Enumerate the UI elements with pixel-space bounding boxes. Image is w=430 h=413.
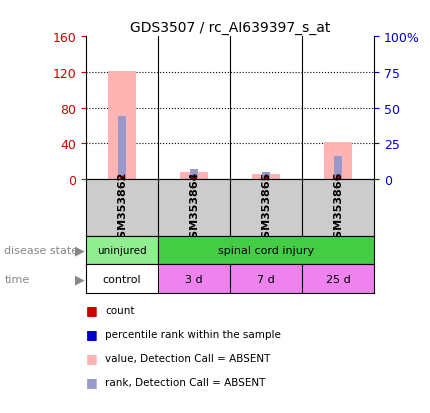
Bar [86, 236, 158, 265]
Text: ▶: ▶ [75, 244, 84, 257]
Text: percentile rank within the sample: percentile rank within the sample [105, 329, 281, 339]
Title: GDS3507 / rc_AI639397_s_at: GDS3507 / rc_AI639397_s_at [130, 21, 330, 35]
Text: ■: ■ [86, 375, 98, 388]
Text: rank, Detection Call = ABSENT: rank, Detection Call = ABSENT [105, 377, 266, 387]
Text: ▶: ▶ [75, 273, 84, 285]
Text: 25 d: 25 d [326, 274, 350, 284]
Text: time: time [4, 274, 30, 284]
Text: GSM353866: GSM353866 [333, 171, 343, 245]
Bar [334, 156, 342, 179]
Text: spinal cord injury: spinal cord injury [218, 246, 314, 256]
Text: ■: ■ [86, 351, 98, 364]
Bar [86, 265, 158, 293]
Bar [158, 236, 374, 265]
Text: disease state: disease state [4, 246, 78, 256]
Bar [118, 117, 126, 179]
Bar [262, 172, 270, 179]
Text: 7 d: 7 d [257, 274, 275, 284]
Text: count: count [105, 305, 135, 315]
Bar [180, 172, 209, 179]
Text: ■: ■ [86, 303, 98, 316]
Bar [252, 174, 280, 179]
Bar [190, 170, 198, 179]
Bar [108, 72, 136, 179]
Text: 3 d: 3 d [185, 274, 203, 284]
Text: GSM353862: GSM353862 [117, 171, 127, 245]
Text: uninjured: uninjured [97, 246, 147, 256]
Bar [324, 143, 353, 179]
Text: control: control [103, 274, 141, 284]
Text: GSM353864: GSM353864 [189, 171, 199, 245]
Text: GSM353865: GSM353865 [261, 171, 271, 245]
Text: ■: ■ [86, 327, 98, 340]
Text: value, Detection Call = ABSENT: value, Detection Call = ABSENT [105, 353, 271, 363]
